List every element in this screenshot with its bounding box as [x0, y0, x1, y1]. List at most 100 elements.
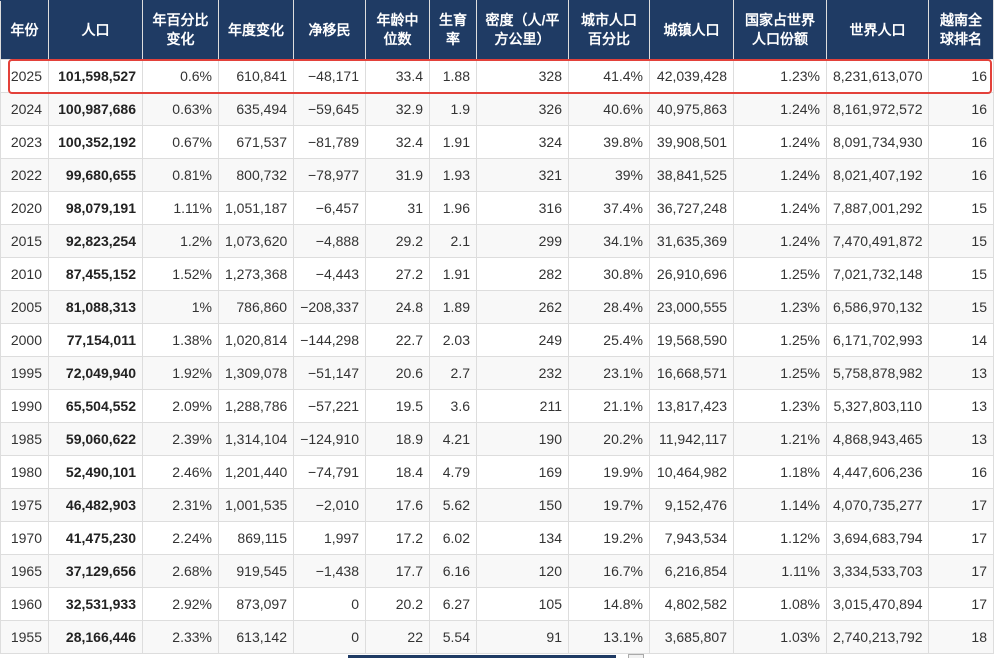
cell-yearly-change: 613,142	[218, 620, 294, 654]
cell-yearly-change: 1,073,620	[218, 224, 294, 258]
table-row: 1995 72,049,940 1.92% 1,309,078 −51,147 20.6 2…	[0, 356, 994, 390]
cell-year: 2010	[0, 257, 49, 291]
cell-world-share: 1.23%	[733, 389, 827, 423]
cell-urban-pop-pct: 39%	[568, 158, 650, 192]
cell-world-share: 1.14%	[733, 488, 827, 522]
cell-net-migrants: −74,791	[293, 455, 366, 489]
cell-yearly-change-pct: 1.11%	[142, 191, 219, 225]
cell-yearly-change: 786,860	[218, 290, 294, 324]
cell-population: 59,060,622	[48, 422, 143, 456]
cell-yearly-change: 635,494	[218, 92, 294, 126]
table-row: 2023 100,352,192 0.67% 671,537 −81,789 32.4 1.…	[0, 125, 994, 159]
cell-global-rank: 13	[928, 356, 994, 390]
cell-net-migrants: −144,298	[293, 323, 366, 357]
cell-world-share: 1.24%	[733, 125, 827, 159]
header-yearly-change: 年度变化	[218, 0, 294, 60]
cell-median-age: 31.9	[365, 158, 430, 192]
table-row: 1970 41,475,230 2.24% 869,115 1,997 17.2 6.02 1…	[0, 521, 994, 555]
header-global-rank: 越南全球排名	[928, 0, 994, 60]
cell-population: 72,049,940	[48, 356, 143, 390]
cell-urban-population: 10,464,982	[649, 455, 734, 489]
cell-fertility-rate: 1.9	[429, 92, 477, 126]
cell-population: 100,352,192	[48, 125, 143, 159]
cell-yearly-change-pct: 1.52%	[142, 257, 219, 291]
cell-world-population: 6,586,970,132	[826, 290, 929, 324]
table-row: 1990 65,504,552 2.09% 1,288,786 −57,221 19.5 3…	[0, 389, 994, 423]
cell-global-rank: 15	[928, 290, 994, 324]
cell-fertility-rate: 2.03	[429, 323, 477, 357]
cell-year: 2000	[0, 323, 49, 357]
cell-year: 1955	[0, 620, 49, 654]
cell-world-share: 1.25%	[733, 356, 827, 390]
cell-fertility-rate: 4.21	[429, 422, 477, 456]
cell-yearly-change-pct: 2.39%	[142, 422, 219, 456]
cell-yearly-change: 919,545	[218, 554, 294, 588]
cell-urban-pop-pct: 19.9%	[568, 455, 650, 489]
cell-density: 120	[476, 554, 569, 588]
cell-population: 87,455,152	[48, 257, 143, 291]
cell-yearly-change-pct: 1%	[142, 290, 219, 324]
cell-yearly-change-pct: 0.63%	[142, 92, 219, 126]
cell-density: 282	[476, 257, 569, 291]
cell-yearly-change: 1,051,187	[218, 191, 294, 225]
table-row: 2005 81,088,313 1% 786,860 −208,337 24.8 1.89 2…	[0, 290, 994, 324]
header-net-migrants: 净移民	[293, 0, 366, 60]
cell-urban-population: 42,039,428	[649, 59, 734, 93]
cell-fertility-rate: 1.91	[429, 125, 477, 159]
cell-yearly-change-pct: 2.31%	[142, 488, 219, 522]
cell-world-share: 1.21%	[733, 422, 827, 456]
cell-world-share: 1.03%	[733, 620, 827, 654]
cell-population: 81,088,313	[48, 290, 143, 324]
cell-yearly-change-pct: 0.6%	[142, 59, 219, 93]
cell-yearly-change-pct: 2.46%	[142, 455, 219, 489]
cell-density: 316	[476, 191, 569, 225]
cell-world-population: 7,470,491,872	[826, 224, 929, 258]
table-row: 2015 92,823,254 1.2% 1,073,620 −4,888 29.2 2.1…	[0, 224, 994, 258]
cell-global-rank: 15	[928, 191, 994, 225]
cell-year: 1985	[0, 422, 49, 456]
cell-fertility-rate: 2.1	[429, 224, 477, 258]
cell-world-population: 8,021,407,192	[826, 158, 929, 192]
cell-yearly-change-pct: 2.92%	[142, 587, 219, 621]
cell-population: 98,079,191	[48, 191, 143, 225]
cell-fertility-rate: 1.91	[429, 257, 477, 291]
cell-median-age: 17.2	[365, 521, 430, 555]
cell-world-share: 1.24%	[733, 92, 827, 126]
cell-net-migrants: 1,997	[293, 521, 366, 555]
cell-yearly-change: 1,309,078	[218, 356, 294, 390]
cell-global-rank: 16	[928, 455, 994, 489]
cell-median-age: 19.5	[365, 389, 430, 423]
cell-net-migrants: 0	[293, 587, 366, 621]
scrollbar-thumb[interactable]	[348, 655, 616, 658]
cell-global-rank: 13	[928, 422, 994, 456]
cell-urban-population: 9,152,476	[649, 488, 734, 522]
cell-net-migrants: −208,337	[293, 290, 366, 324]
cell-population: 32,531,933	[48, 587, 143, 621]
cell-density: 91	[476, 620, 569, 654]
cell-urban-population: 6,216,854	[649, 554, 734, 588]
cell-fertility-rate: 6.27	[429, 587, 477, 621]
cell-world-population: 8,231,613,070	[826, 59, 929, 93]
cell-urban-pop-pct: 14.8%	[568, 587, 650, 621]
table-row: 2024 100,987,686 0.63% 635,494 −59,645 32.9 1.…	[0, 92, 994, 126]
cell-density: 190	[476, 422, 569, 456]
table-row: 1955 28,166,446 2.33% 613,142 0 22 5.54 91 13.1%…	[0, 620, 994, 654]
cell-median-age: 32.9	[365, 92, 430, 126]
cell-median-age: 18.9	[365, 422, 430, 456]
cell-yearly-change: 1,020,814	[218, 323, 294, 357]
horizontal-scrollbar[interactable]	[348, 654, 648, 658]
cell-yearly-change: 1,273,368	[218, 257, 294, 291]
scroll-arrow-icon[interactable]	[628, 654, 644, 658]
cell-year: 2023	[0, 125, 49, 159]
cell-yearly-change: 1,001,535	[218, 488, 294, 522]
cell-global-rank: 14	[928, 323, 994, 357]
cell-global-rank: 15	[928, 257, 994, 291]
cell-world-population: 5,327,803,110	[826, 389, 929, 423]
cell-urban-pop-pct: 19.7%	[568, 488, 650, 522]
cell-world-share: 1.24%	[733, 191, 827, 225]
cell-world-share: 1.23%	[733, 290, 827, 324]
cell-world-population: 5,758,878,982	[826, 356, 929, 390]
cell-yearly-change: 800,732	[218, 158, 294, 192]
cell-population: 41,475,230	[48, 521, 143, 555]
